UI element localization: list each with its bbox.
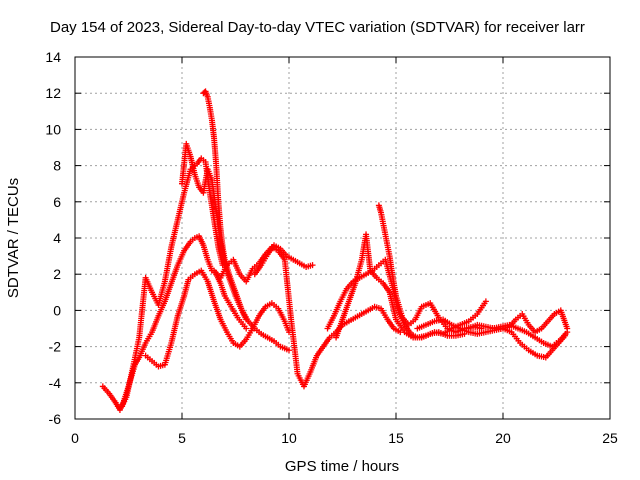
x-tick-label: 20 xyxy=(495,430,511,446)
series-sat-i xyxy=(324,256,489,341)
y-tick-label: 10 xyxy=(45,121,61,137)
y-tick-label: 2 xyxy=(53,266,61,282)
y-tick-label: -4 xyxy=(49,375,62,391)
x-tick-label: 25 xyxy=(602,430,618,446)
grid xyxy=(75,57,610,419)
y-tick-label: 14 xyxy=(45,49,61,65)
data-point xyxy=(286,347,292,354)
y-axis-label: SDTVAR / TECUs xyxy=(5,178,22,298)
y-tick-label: 8 xyxy=(53,158,61,174)
x-tick-label: 10 xyxy=(281,430,297,446)
series-sat-m xyxy=(251,242,316,278)
x-tick-label: 0 xyxy=(71,430,79,446)
axis-ticks: 0 5 10 15 20 25 -6 -4 -2 0 2 4 6 8 10 12 14 xyxy=(45,49,618,446)
data-point xyxy=(243,325,250,332)
y-tick-label: 4 xyxy=(53,230,61,246)
x-tick-label: 15 xyxy=(388,430,404,446)
y-tick-label: -2 xyxy=(49,339,62,355)
series-sat-f xyxy=(211,244,404,390)
x-tick-label: 5 xyxy=(178,430,186,446)
y-tick-label: 12 xyxy=(45,85,61,101)
data-point xyxy=(309,262,316,269)
y-tick-label: 0 xyxy=(53,302,61,318)
data-point xyxy=(564,329,571,336)
plot-border xyxy=(74,56,611,420)
series-sat-b xyxy=(119,233,250,410)
scatter-points xyxy=(99,88,571,413)
chart-title: Day 154 of 2023, Sidereal Day-to-day VTE… xyxy=(50,19,585,36)
y-tick-label: 6 xyxy=(53,194,61,210)
data-point xyxy=(482,298,489,305)
x-axis-label: GPS time / hours xyxy=(285,458,399,475)
series-sat-l xyxy=(489,321,571,350)
y-tick-label: -6 xyxy=(49,411,62,427)
series-sat-e xyxy=(142,267,292,370)
series-sat-d xyxy=(200,88,292,354)
